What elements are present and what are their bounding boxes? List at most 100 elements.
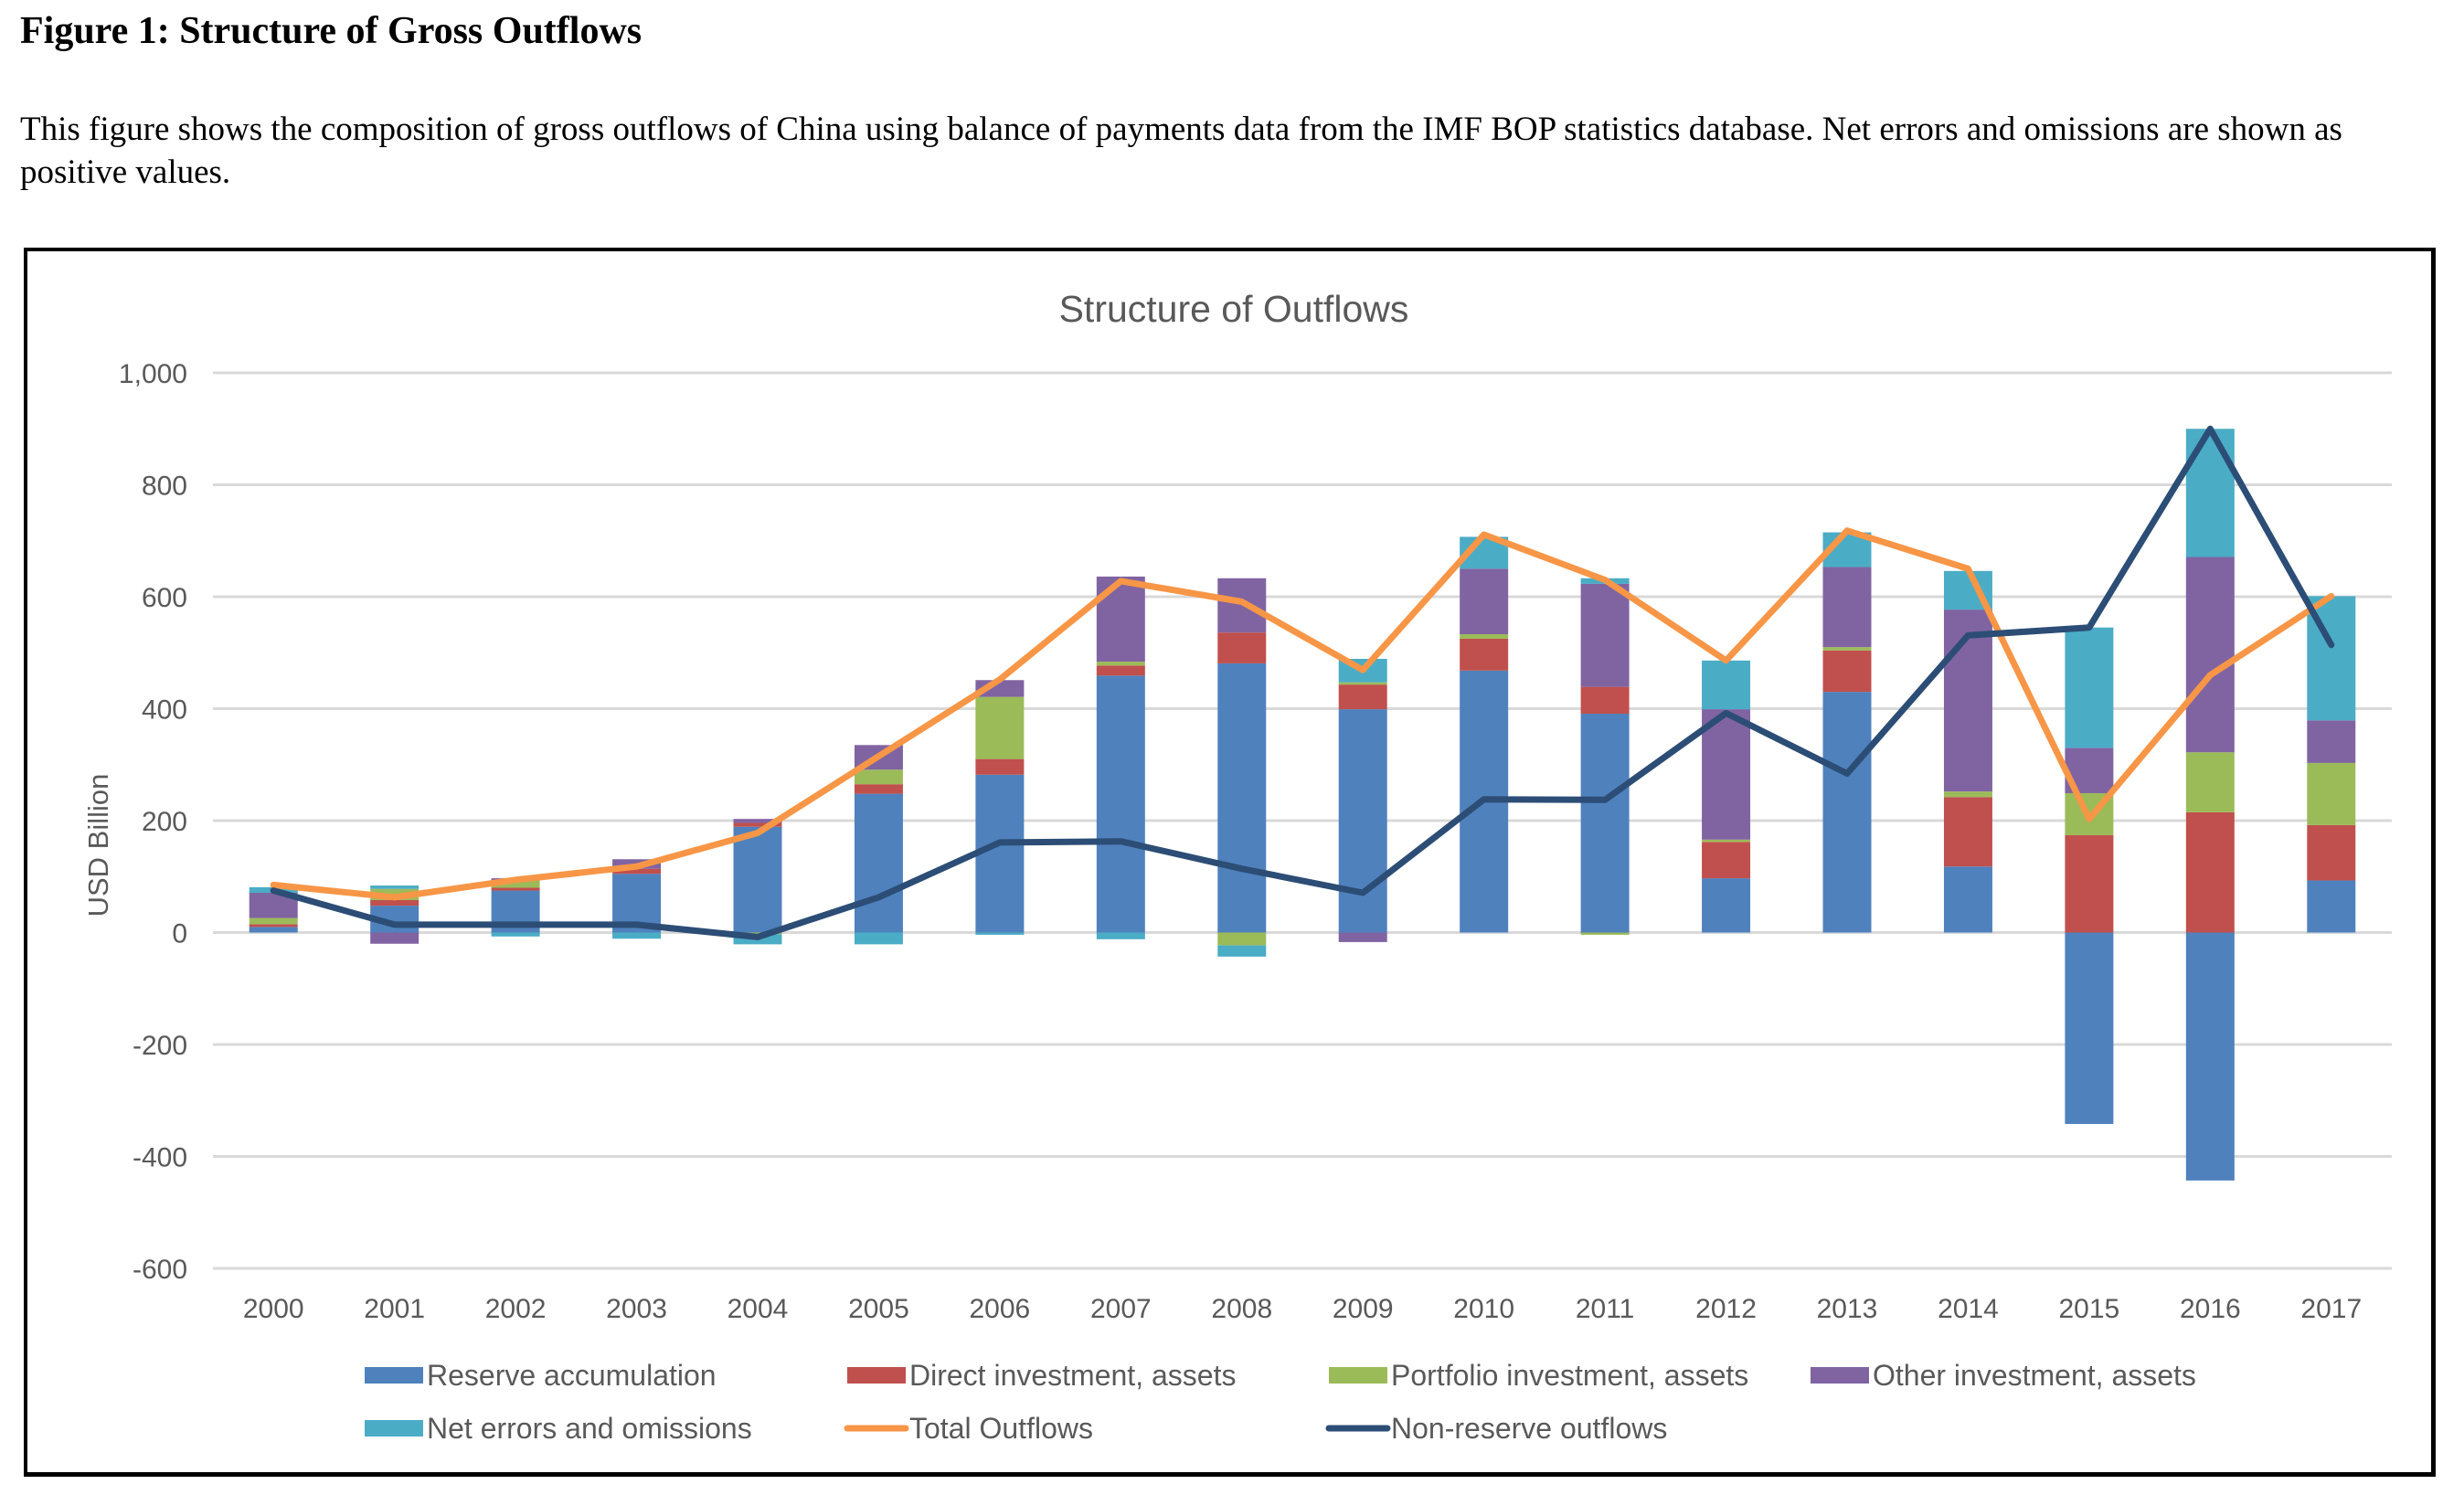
legend-item: Portfolio investment, assets [1329,1359,1748,1392]
legend-swatch [1811,1367,1869,1384]
bar-segment-reserve-accumulation [1822,692,1872,933]
x-tick-label: 2013 [1817,1294,1878,1324]
bar-segment-net-errors-and-omissions [854,932,903,945]
x-tick-label: 2000 [243,1294,304,1324]
bar-segment-portfolio-investment-assets [1096,662,1145,666]
x-tick-label: 2003 [606,1294,667,1324]
line-series [270,425,2335,940]
legend-label: Net errors and omissions [427,1412,752,1445]
bar-segment-reserve-accumulation [733,826,782,933]
x-tick-label: 2011 [1576,1294,1635,1324]
bar-segment-portfolio-investment-assets [1460,634,1509,639]
legend-item: Other investment, assets [1811,1359,2196,1392]
x-tick-label: 2002 [485,1294,547,1324]
bar-segment-net-errors-and-omissions [491,932,540,937]
legend: Reserve accumulation Direct investment, a… [365,1359,2196,1445]
bar-segment-portfolio-investment-assets [1217,932,1267,946]
bar-segment-direct-investment-assets [1217,632,1267,663]
y-tick-label: 400 [142,695,187,726]
bar-segment-portfolio-investment-assets [2307,762,2356,825]
bar-segment-net-errors-and-omissions [1217,945,1267,957]
line-total-outflows [270,527,2335,901]
y-tick-label: -200 [133,1031,187,1061]
bar-segment-direct-investment-assets [1822,650,1872,693]
bar-segment-direct-investment-assets [2185,811,2235,933]
x-tick-label: 2012 [1695,1294,1757,1324]
legend-swatch [847,1367,906,1384]
bar-segment-net-errors-and-omissions [612,932,662,939]
legend-label: Other investment, assets [1873,1359,2196,1392]
bar-segment-other-investment-assets [1338,932,1387,942]
bar-segment-net-errors-and-omissions [1702,660,1751,710]
bar-segment-other-investment-assets [1580,583,1630,687]
y-axis-ticks: 1,000 800 600 400 200 0 -200 -400 -600 [119,359,187,1285]
bar-segment-reserve-accumulation [1580,714,1630,933]
legend-label: Reserve accumulation [427,1359,717,1392]
y-tick-label: -400 [133,1143,187,1173]
bar-series [249,429,2356,1181]
bar-segment-reserve-accumulation [1217,663,1267,933]
bar-segment-direct-investment-assets [854,784,903,794]
legend-swatch [365,1367,423,1384]
legend-label: Non-reserve outflows [1391,1412,1667,1445]
bar-segment-direct-investment-assets [249,924,298,928]
bar-segment-portfolio-investment-assets [1338,682,1387,685]
legend-swatch [1329,1367,1387,1384]
bar-segment-net-errors-and-omissions [2065,627,2114,748]
bar-segment-direct-investment-assets [2065,834,2114,933]
bar-segment-other-investment-assets [733,819,782,823]
y-tick-label: 600 [142,583,187,613]
x-tick-label: 2005 [848,1294,909,1324]
legend-item: Net errors and omissions [365,1412,752,1445]
legend-label: Direct investment, assets [909,1359,1236,1392]
bar-segment-direct-investment-assets [1096,665,1145,676]
bar-segment-other-investment-assets [370,932,420,944]
bar-segment-direct-investment-assets [1580,686,1630,715]
x-tick-label: 2016 [2180,1294,2241,1324]
y-tick-label: 200 [142,807,187,837]
x-axis-ticks: 2000 2001 2002 2003 2004 2005 2006 2007 2008 2009… [243,1294,2362,1324]
bar-segment-portfolio-investment-assets [854,769,903,785]
x-tick-label: 2007 [1090,1294,1152,1324]
bar-segment-reserve-accumulation [1943,866,1992,933]
figure-caption: This figure shows the composition of gro… [20,111,2342,191]
legend-item: Reserve accumulation [365,1359,717,1392]
chart-title: Structure of Outflows [1059,288,1409,330]
bar-segment-reserve-accumulation [1096,675,1145,933]
legend-item: Direct investment, assets [847,1359,1236,1392]
legend-swatch [365,1420,423,1437]
bar-segment-net-errors-and-omissions [2185,429,2235,557]
figure-title: Figure 1: Structure of Gross Outflows [20,10,643,52]
bar-segment-direct-investment-assets [1943,797,1992,867]
bar-segment-portfolio-investment-assets [249,917,298,925]
bar-segment-reserve-accumulation [1338,709,1387,933]
bar-segment-direct-investment-assets [370,899,420,907]
legend-label: Total Outflows [909,1412,1093,1445]
x-tick-label: 2001 [364,1294,425,1324]
y-axis-label: USD Billion [82,774,114,917]
bar-segment-portfolio-investment-assets [1580,932,1630,935]
bar-segment-portfolio-investment-assets [2185,752,2235,812]
legend-item: Non-reserve outflows [1325,1412,1667,1445]
bar-segment-portfolio-investment-assets [1822,647,1872,651]
chart-frame [24,248,2436,1477]
y-tick-label: 0 [172,919,187,949]
line-non-reserve-outflows [270,425,2335,940]
bar-segment-reserve-accumulation [2185,932,2235,1181]
bar-segment-reserve-accumulation [2307,880,2356,933]
bar-segment-portfolio-investment-assets [1702,839,1751,843]
bar-segment-direct-investment-assets [1460,638,1509,671]
bar-segment-other-investment-assets [1822,567,1872,648]
bar-segment-direct-investment-assets [612,868,662,875]
bar-segment-other-investment-assets [1096,576,1145,663]
bar-segment-portfolio-investment-assets [975,696,1025,759]
bar-segment-portfolio-investment-assets [491,880,540,888]
bar-segment-direct-investment-assets [1702,842,1751,879]
bar-segment-direct-investment-assets [975,758,1025,775]
bar-segment-reserve-accumulation [249,927,298,933]
bar-segment-direct-investment-assets [2307,824,2356,881]
legend-item: Total Outflows [844,1412,1093,1445]
bar-segment-reserve-accumulation [975,774,1025,933]
bar-segment-other-investment-assets [1702,709,1751,840]
